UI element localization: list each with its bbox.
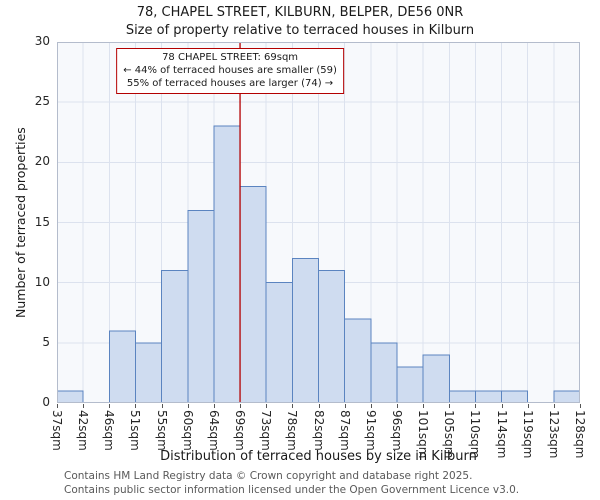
- x-tick-label: 64sqm: [206, 410, 221, 451]
- annotation-box: 78 CHAPEL STREET: 69sqm ← 44% of terrace…: [116, 48, 344, 94]
- footer-line-2: Contains public sector information licen…: [64, 483, 520, 496]
- x-tick-mark: [553, 404, 555, 408]
- x-tick-label: 37sqm: [50, 410, 64, 451]
- x-tick-mark: [213, 404, 215, 408]
- annotation-smaller-text: ← 44% of terraced houses are smaller (59…: [123, 65, 337, 77]
- x-tick-mark: [187, 404, 189, 408]
- y-tick-label: 30: [34, 34, 50, 48]
- x-tick-mark: [344, 404, 346, 408]
- x-tick-mark: [57, 404, 58, 408]
- x-tick-mark: [501, 404, 503, 408]
- x-tick-label: 42sqm: [76, 410, 91, 451]
- x-tick-mark: [83, 404, 85, 408]
- x-tick-mark: [240, 404, 242, 408]
- annotation-larger-text: 55% of terraced houses are larger (74) →: [126, 78, 334, 90]
- x-tick-mark: [423, 404, 425, 408]
- x-tick-mark: [135, 404, 137, 408]
- footer-line-1: Contains HM Land Registry data © Crown c…: [64, 470, 473, 482]
- y-tick-label: 10: [34, 274, 50, 289]
- x-tick-mark: [449, 404, 451, 408]
- histogram-svg: [57, 42, 580, 403]
- x-tick-mark: [580, 404, 581, 408]
- x-tick-mark: [266, 404, 268, 408]
- x-tick-label: 69sqm: [233, 410, 248, 451]
- x-tick-label: 96sqm: [389, 410, 404, 451]
- chart-title: 78, CHAPEL STREET, KILBURN, BELPER, DE56…: [136, 5, 464, 20]
- x-tick-mark: [318, 404, 320, 408]
- x-tick-label: 60sqm: [180, 410, 195, 451]
- y-tick-label: 0: [42, 395, 50, 409]
- x-tick-label: 55sqm: [154, 410, 169, 451]
- x-tick-mark: [292, 404, 294, 408]
- x-axis-label: Distribution of terraced houses by size …: [160, 449, 477, 464]
- chart-subtitle: Size of property relative to terraced ho…: [125, 23, 475, 38]
- x-tick-mark: [370, 404, 372, 408]
- x-tick-label: 82sqm: [311, 410, 326, 451]
- x-tick-mark: [475, 404, 477, 408]
- x-tick-label: 78sqm: [285, 410, 300, 451]
- footer: Contains HM Land Registry data © Crown c…: [64, 470, 519, 498]
- plot-area: 78 CHAPEL STREET: 69sqm ← 44% of terrace…: [57, 42, 580, 403]
- annotation-title: 78 CHAPEL STREET: 69sqm: [162, 52, 299, 63]
- y-tick-label: 20: [34, 154, 50, 169]
- y-tick-label: 25: [34, 94, 50, 109]
- x-tick-mark: [396, 404, 398, 408]
- x-tick-label: 51sqm: [128, 410, 143, 451]
- x-tick-mark: [161, 404, 163, 408]
- y-tick-label: 15: [34, 214, 50, 229]
- x-tick-mark: [109, 404, 111, 408]
- y-tick-label: 5: [42, 334, 50, 349]
- x-tick-label: 73sqm: [259, 410, 274, 451]
- x-tick-label: 46sqm: [102, 410, 117, 451]
- x-tick-label: 87sqm: [337, 410, 352, 451]
- x-tick-mark: [527, 404, 529, 408]
- x-tick-label: 91sqm: [363, 410, 378, 451]
